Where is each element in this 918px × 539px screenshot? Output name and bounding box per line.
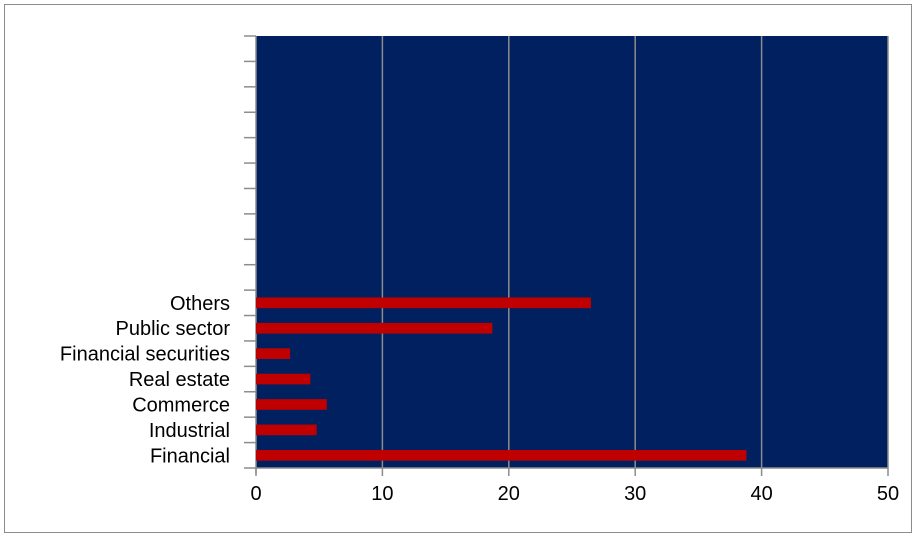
bar xyxy=(256,449,747,461)
bar xyxy=(256,297,591,309)
x-tick-label: 50 xyxy=(877,483,899,505)
category-label: Public sector xyxy=(116,318,231,340)
category-label: Financial xyxy=(150,445,230,467)
x-tick-label: 40 xyxy=(750,483,772,505)
bar xyxy=(256,322,493,334)
category-label: Commerce xyxy=(132,394,230,416)
bar xyxy=(256,348,291,359)
bar xyxy=(256,373,311,385)
x-tick-label: 10 xyxy=(371,483,393,505)
bar xyxy=(256,399,327,410)
x-tick-label: 20 xyxy=(498,483,520,505)
category-label: Real estate xyxy=(129,369,230,391)
plot-area: 0 10 20 30 40 50 Financial Industrial Commerce Re… xyxy=(60,35,899,505)
category-label: Others xyxy=(170,293,230,315)
plot-background xyxy=(256,36,888,468)
category-label: Industrial xyxy=(149,420,230,442)
x-tick-label: 30 xyxy=(624,483,646,505)
x-tick-label: 0 xyxy=(250,483,261,505)
category-label: Financial securities xyxy=(60,344,230,366)
bar xyxy=(256,424,317,436)
